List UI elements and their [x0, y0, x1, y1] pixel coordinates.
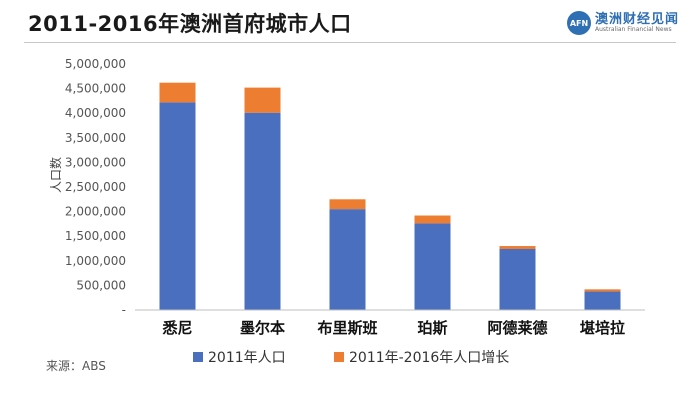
y-axis-label: 人口数	[48, 157, 63, 193]
logo-english-name: Australian Financial News	[595, 25, 672, 33]
bar-2011-2016-growth	[499, 246, 536, 249]
y-tick-label: 1,000,000	[65, 254, 126, 268]
y-tick-label: 500,000	[76, 278, 126, 292]
bar-2011-2016-growth	[244, 87, 281, 113]
x-tick-label: 堪培拉	[580, 319, 625, 337]
logo-chinese-name: 澳洲财经见闻	[595, 12, 680, 28]
bar-2011-2016-growth	[329, 199, 366, 210]
bar-2011-2016-growth	[159, 82, 196, 103]
y-axis-ticks: - 500,000 1,000,000 1,500,000 2,000,000 2,500…	[65, 57, 126, 317]
bar-2011-2016-growth	[414, 215, 451, 224]
y-tick-label: 2,000,000	[65, 205, 126, 219]
legend-label: 2011年人口	[208, 350, 286, 366]
bar-2011-population	[584, 291, 621, 310]
legend-swatch	[193, 352, 203, 362]
y-tick-label: 4,000,000	[65, 106, 126, 120]
x-tick-label: 墨尔本	[240, 319, 285, 337]
y-tick-label: -	[122, 303, 126, 317]
afn-logo: AFN 澳洲财经见闻 Australian Financial News	[567, 8, 697, 38]
bar-2011-population	[244, 112, 281, 310]
title-divider	[24, 42, 676, 43]
chart-title: 2011-2016年澳洲首府城市人口	[28, 12, 352, 36]
y-tick-label: 3,000,000	[65, 155, 126, 169]
y-tick-label: 1,500,000	[65, 229, 126, 243]
y-tick-label: 4,500,000	[65, 82, 126, 96]
legend-label: 2011年-2016年人口增长	[349, 350, 509, 366]
x-tick-label: 阿德莱德	[487, 319, 547, 337]
legend-swatch	[334, 352, 344, 362]
afn-logo-text: 澳洲财经见闻 Australian Financial News	[595, 13, 679, 33]
y-tick-label: 2,500,000	[65, 180, 126, 194]
afn-logo-badge: AFN	[567, 11, 591, 35]
bar-2011-population	[329, 209, 366, 310]
bar-2011-population	[499, 248, 536, 310]
x-tick-label: 悉尼	[161, 319, 192, 337]
x-tick-label: 布里斯班	[317, 319, 377, 337]
bar-2011-population	[159, 102, 196, 310]
x-axis-ticks: 悉尼 墨尔本 布里斯班 珀斯 阿德莱德 堪培拉	[161, 319, 625, 337]
bar-2011-population	[414, 223, 451, 310]
bar-series	[159, 82, 621, 310]
x-tick-label: 珀斯	[417, 319, 447, 337]
y-tick-label: 3,500,000	[65, 131, 126, 145]
chart-legend: 2011年人口 2011年-2016年人口增长	[193, 350, 509, 366]
y-tick-label: 5,000,000	[65, 57, 126, 71]
source-note: 来源：ABS	[46, 359, 106, 373]
bar-2011-2016-growth	[584, 289, 621, 292]
